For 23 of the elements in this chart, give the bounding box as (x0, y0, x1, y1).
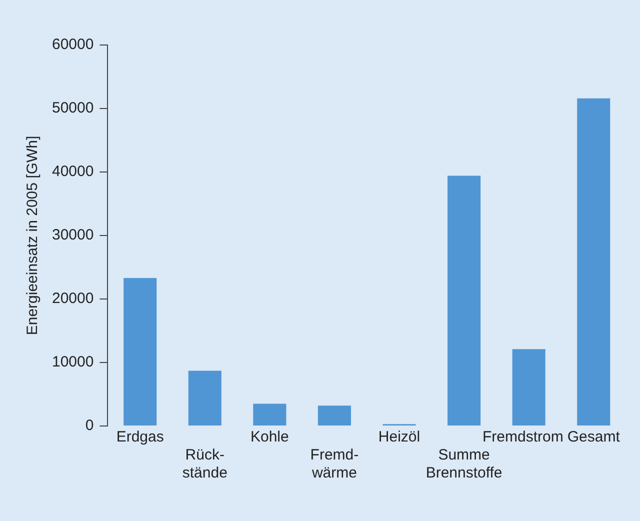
bar (577, 98, 610, 426)
y-tick-label: 30000 (52, 226, 94, 244)
y-tick-label: 20000 (52, 290, 94, 308)
bar (253, 404, 286, 426)
x-tick-label: Erdgas (116, 428, 164, 446)
x-tick-label: Heizöl (378, 428, 420, 446)
x-tick-label: Summe Brennstoffe (426, 446, 502, 482)
bar (124, 278, 157, 426)
x-tick-label: Rück- stände (182, 446, 228, 482)
x-tick-label: Gesamt (567, 428, 621, 446)
bar (188, 370, 222, 426)
y-tick-label: 10000 (52, 354, 94, 371)
y-tick-label: 60000 (52, 36, 94, 54)
y-tick-label: 50000 (52, 100, 94, 117)
bar (512, 349, 546, 426)
bar (448, 176, 481, 426)
y-tick-label: 0 (85, 417, 94, 434)
y-tick-label: 40000 (52, 163, 94, 180)
y-axis-title: Energieeinsatz in 2005 [GWh] (24, 136, 42, 336)
x-tick-label: Fremdstrom (482, 428, 564, 446)
x-tick-label: Fremd- wärme (310, 446, 359, 482)
bar (318, 406, 351, 426)
x-tick-label: Kohle (250, 428, 289, 446)
